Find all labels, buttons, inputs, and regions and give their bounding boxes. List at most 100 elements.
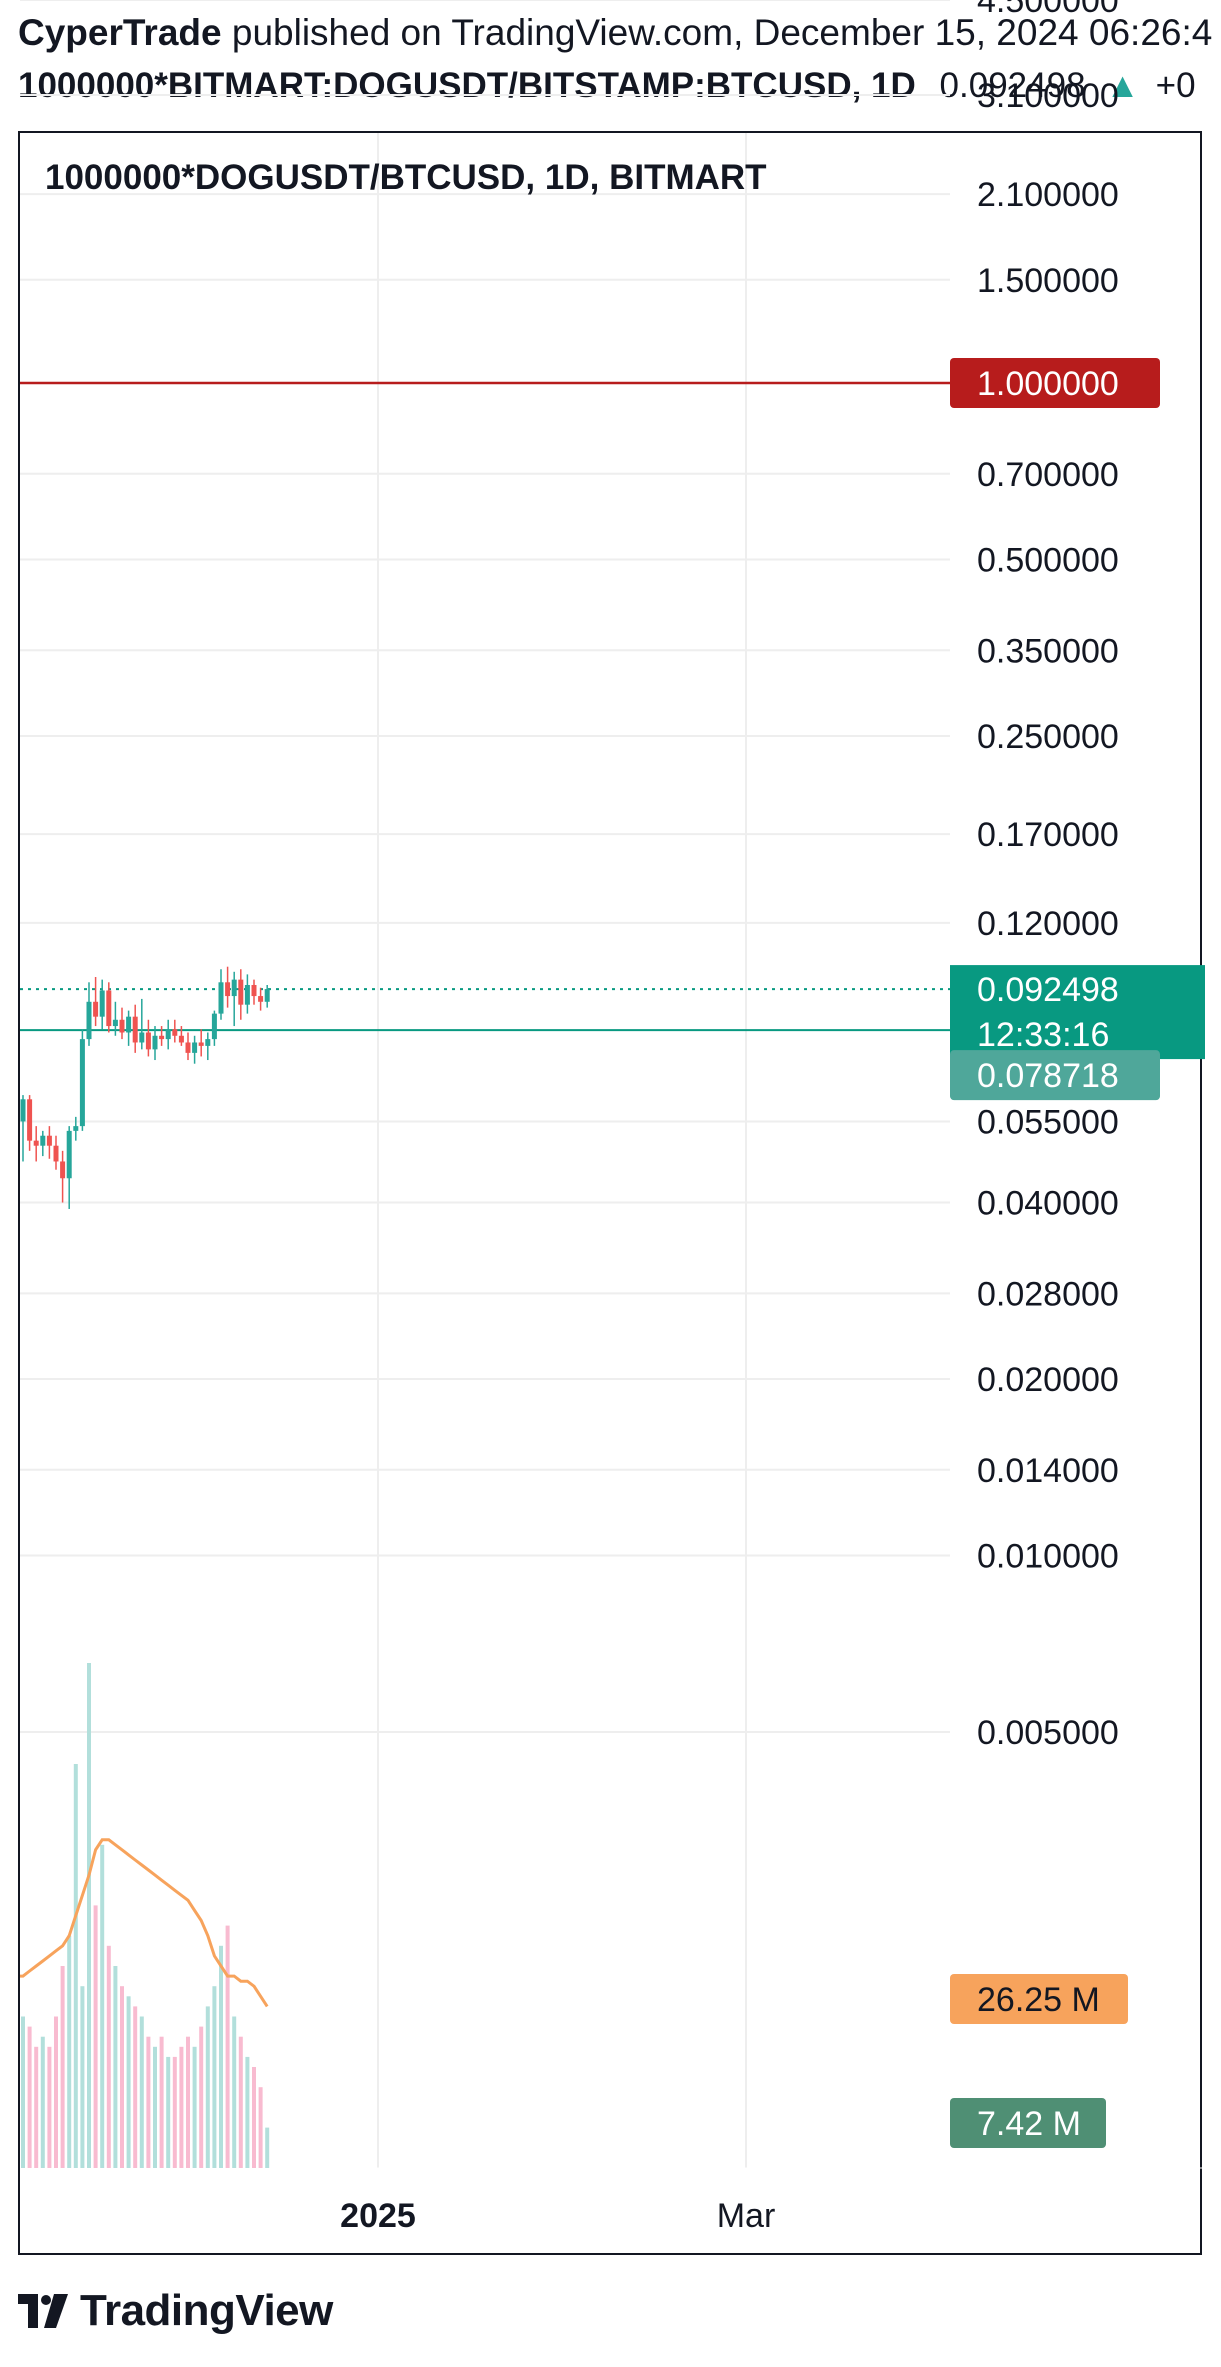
symbol-header: 1000000*BITMART:DOGUSDT/BITSTAMP:BTCUSD,…	[18, 66, 1196, 106]
tradingview-wordmark: TradingView	[80, 2286, 333, 2335]
candle-body	[205, 1039, 211, 1046]
candle-body	[126, 1016, 132, 1033]
volume-ma-label: 26.25 M	[977, 1981, 1100, 2019]
volume-bar	[258, 2087, 263, 2168]
volume-bar	[113, 1966, 118, 2168]
candle-body	[106, 990, 112, 1027]
volume-bar	[47, 2046, 52, 2168]
tradingview-logo[interactable]: TradingView	[18, 2286, 333, 2336]
volume-bar	[252, 2067, 256, 2168]
candle-body	[145, 1032, 151, 1050]
y-tick-label: 3.100000	[977, 77, 1119, 115]
y-tick-label: 0.055000	[977, 1103, 1119, 1141]
author-name[interactable]: CyperTrade	[18, 12, 222, 53]
y-tick-label: 0.170000	[977, 816, 1119, 854]
candle-body	[112, 1019, 118, 1027]
candle-body	[139, 1032, 145, 1043]
candle-body	[46, 1135, 52, 1146]
volume-bar	[179, 2046, 184, 2168]
volume-bar	[205, 2006, 210, 2168]
volume-bar	[126, 1996, 131, 2168]
y-tick-label: 0.010000	[977, 1537, 1119, 1575]
candle-body	[119, 1019, 125, 1033]
publish-info: CyperTrade published on TradingView.com,…	[18, 12, 1212, 54]
last-price-label-box	[950, 965, 1205, 1060]
volume-bar	[232, 2016, 237, 2168]
candle-body	[93, 1001, 99, 1017]
y-tick-label: 0.020000	[977, 1361, 1119, 1399]
candle-body	[165, 1029, 171, 1040]
candle-body	[73, 1126, 79, 1131]
tradingview-logo-icon	[18, 2294, 68, 2328]
symbol-line: 1000000*BITMART:DOGUSDT/BITSTAMP:BTCUSD,…	[18, 66, 916, 105]
candle-body	[159, 1035, 165, 1040]
y-tick-label: 0.250000	[977, 718, 1119, 756]
volume-bar	[21, 2016, 25, 2168]
volume-bar	[87, 1663, 91, 2168]
candle-body	[185, 1042, 191, 1053]
header-change: +0	[1155, 66, 1196, 105]
y-tick-label: 0.120000	[977, 905, 1119, 943]
volume-bar	[159, 2036, 164, 2168]
last-price-label: 0.092498	[977, 971, 1119, 1009]
volume-ma-line	[20, 1838, 269, 2008]
volume-bar	[212, 1986, 217, 2168]
volume-bar	[166, 2056, 171, 2168]
candle-body	[218, 982, 224, 1014]
volume-bar	[153, 2046, 157, 2168]
y-tick-label: 0.500000	[977, 541, 1119, 579]
volume-bar	[139, 2016, 144, 2168]
candle-body	[66, 1130, 72, 1179]
candle-body	[251, 984, 257, 997]
volume-bar	[146, 2036, 151, 2168]
y-tick-label: 0.028000	[977, 1275, 1119, 1313]
y-tick-label: 1.500000	[977, 262, 1119, 300]
volume-bar	[73, 1764, 78, 2168]
candle-body	[211, 1013, 217, 1040]
candle-body	[152, 1035, 158, 1050]
candle-body	[99, 990, 105, 1017]
y-tick-label: 0.700000	[977, 456, 1119, 494]
volume-bar	[172, 2056, 177, 2168]
candle-body	[60, 1161, 66, 1179]
candle-body	[33, 1140, 39, 1146]
candle-body	[238, 979, 244, 1005]
volume-bar	[40, 2036, 45, 2168]
up-triangle-icon: ▲	[1105, 66, 1140, 105]
candle-body	[258, 996, 264, 1002]
candle-body	[264, 989, 270, 1002]
price-line-label: 0.078718	[977, 1057, 1119, 1095]
volume-label-box	[950, 2098, 1106, 2148]
level-label-box	[950, 358, 1160, 408]
volume-bar	[238, 2036, 243, 2168]
level-label: 1.000000	[977, 365, 1119, 403]
volume-ma-label-box	[950, 1974, 1128, 2024]
header-last-price: 0.092498	[939, 66, 1086, 105]
x-tick-label: 2025	[340, 2197, 416, 2235]
volume-bar	[100, 1844, 105, 2168]
volume-bar	[80, 1986, 85, 2168]
candle-body	[27, 1099, 33, 1141]
candle-body	[178, 1035, 184, 1043]
candle-body	[244, 984, 250, 1005]
candle-body	[79, 1039, 85, 1127]
candle-body	[198, 1042, 204, 1046]
volume-bar	[60, 1966, 65, 2168]
y-tick-label: 4.500000	[977, 0, 1119, 20]
volume-bar	[133, 2006, 138, 2168]
y-tick-label: 0.014000	[977, 1452, 1119, 1490]
candle-body	[20, 1099, 26, 1122]
candle-body	[86, 1001, 92, 1040]
volume-bar	[225, 1925, 230, 2168]
published-text: published on TradingView.com, December 1…	[231, 12, 1213, 53]
price-line-label-box	[950, 1050, 1160, 1101]
volume-bar	[27, 2026, 32, 2168]
volume-bar	[265, 2127, 270, 2168]
chart-frame[interactable]	[18, 131, 1202, 2255]
y-tick-label: 2.100000	[977, 176, 1119, 214]
chart-legend-title: 1000000*DOGUSDT/BTCUSD, 1D, BITMART	[45, 158, 767, 197]
y-tick-label: 0.040000	[977, 1185, 1119, 1223]
volume-bar	[67, 1935, 72, 2168]
y-tick-label: 0.005000	[977, 1714, 1119, 1752]
